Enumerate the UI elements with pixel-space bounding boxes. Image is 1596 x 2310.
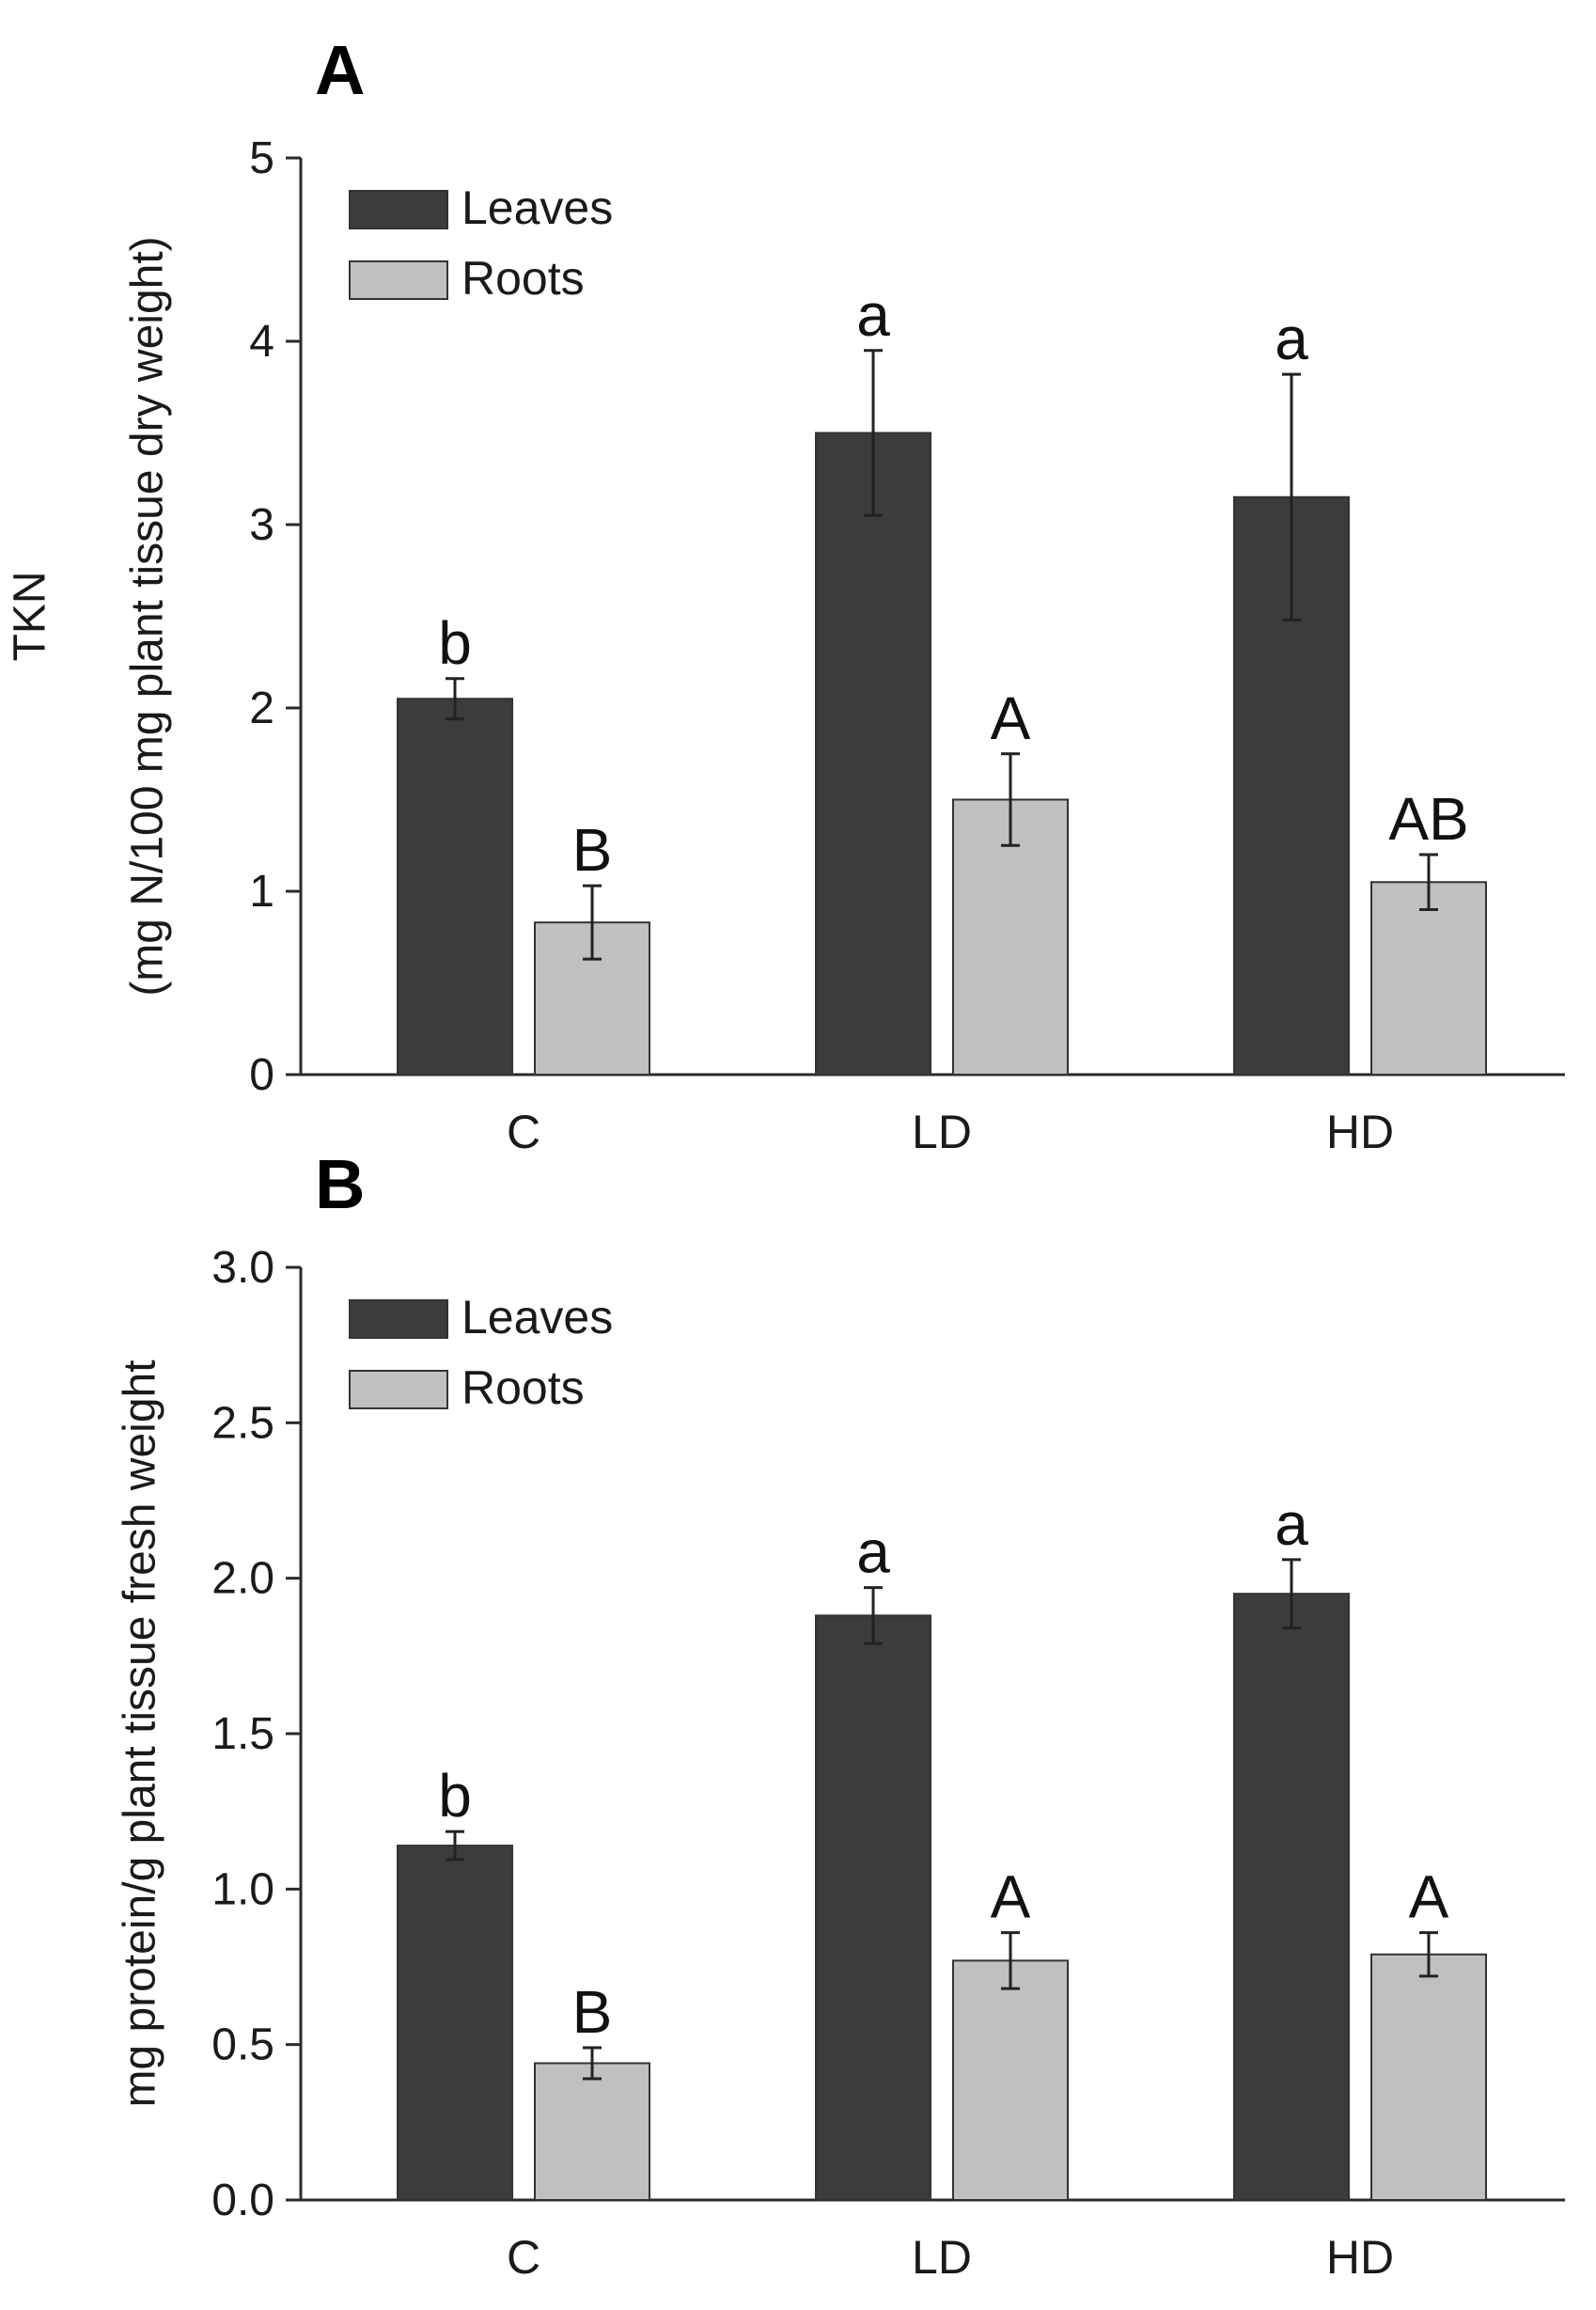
significance-letter: a bbox=[1275, 1490, 1308, 1558]
y-axis-title: (mg N/100 mg plant tissue dry weight) bbox=[123, 236, 173, 996]
y-tick-label: 0.0 bbox=[211, 2176, 274, 2225]
y-tick-label: 0.5 bbox=[211, 2020, 274, 2070]
y-tick-label: 2.5 bbox=[211, 1398, 274, 1448]
bar-leaves bbox=[1233, 1593, 1350, 2201]
significance-letter: b bbox=[438, 609, 472, 677]
x-tick-label: C bbox=[507, 2231, 540, 2284]
y-tick-label: 1 bbox=[249, 867, 274, 917]
y-axis-title: mg protein/g plant tissue fresh weight bbox=[116, 1359, 165, 2107]
bar-roots bbox=[1370, 1953, 1487, 2202]
significance-letter: B bbox=[572, 1978, 613, 2046]
significance-letter: a bbox=[856, 281, 890, 349]
x-tick-label: C bbox=[507, 1106, 540, 1158]
bar-roots bbox=[1370, 881, 1487, 1076]
x-tick-label: HD bbox=[1326, 1106, 1394, 1158]
legend-swatch-leaves bbox=[349, 190, 448, 229]
panel-label: B bbox=[315, 1145, 365, 1223]
legend-swatch-roots bbox=[349, 1370, 448, 1409]
legend-swatch-leaves bbox=[349, 1299, 448, 1339]
bar-leaves bbox=[397, 698, 513, 1076]
bar-roots bbox=[534, 2062, 650, 2201]
legend-label-roots: Roots bbox=[462, 1361, 585, 1414]
y-tick-label: 1.5 bbox=[211, 1709, 274, 1759]
bar-leaves bbox=[397, 1845, 513, 2202]
significance-letter: A bbox=[1409, 1863, 1449, 1931]
bar-roots bbox=[952, 1959, 1069, 2202]
y-tick-label: 2.0 bbox=[211, 1554, 274, 1604]
significance-letter: a bbox=[856, 1518, 890, 1586]
significance-letter: B bbox=[572, 816, 613, 884]
bar-leaves bbox=[815, 1614, 931, 2201]
y-tick-label: 0 bbox=[249, 1050, 274, 1100]
significance-letter: A bbox=[991, 1863, 1031, 1931]
legend-swatch-roots bbox=[349, 260, 448, 300]
y-axis-title: TKN bbox=[6, 572, 55, 662]
x-tick-label: LD bbox=[912, 1106, 972, 1158]
y-tick-label: 3.0 bbox=[211, 1243, 274, 1293]
y-tick-label: 1.0 bbox=[211, 1864, 274, 1914]
significance-letter: a bbox=[1275, 305, 1308, 372]
legend-label-leaves: Leaves bbox=[462, 1291, 613, 1344]
y-tick-label: 2 bbox=[249, 684, 274, 733]
y-tick-label: 4 bbox=[249, 317, 274, 367]
significance-letter: A bbox=[991, 684, 1031, 752]
significance-letter: b bbox=[438, 1762, 472, 1830]
panel-label: A bbox=[315, 31, 365, 109]
bar-leaves bbox=[815, 432, 931, 1076]
y-tick-label: 3 bbox=[249, 500, 274, 550]
significance-letter: AB bbox=[1388, 785, 1468, 853]
x-tick-label: HD bbox=[1326, 2231, 1394, 2284]
y-tick-label: 5 bbox=[249, 134, 274, 183]
x-tick-label: LD bbox=[912, 2231, 972, 2284]
legend-label-roots: Roots bbox=[462, 252, 585, 305]
legend-label-leaves: Leaves bbox=[462, 181, 613, 234]
